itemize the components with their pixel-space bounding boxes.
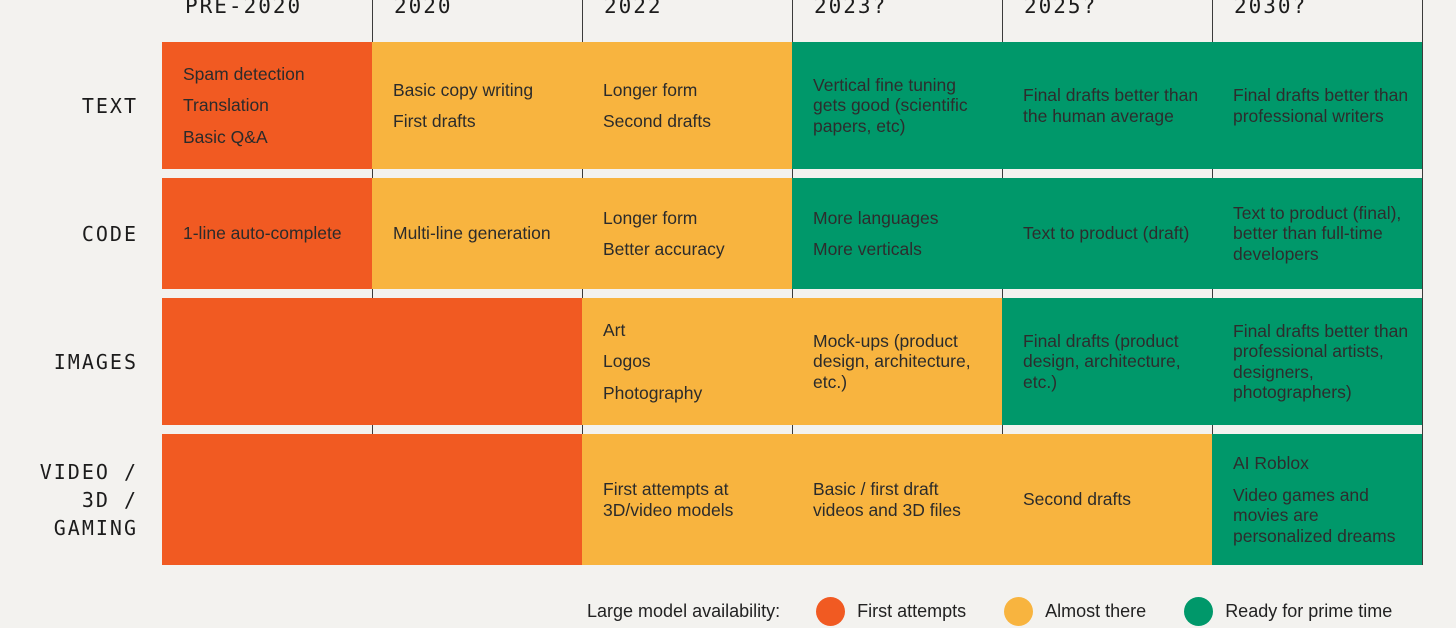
cell-text: AI Roblox <box>1233 453 1309 473</box>
legend-title: Large model availability: <box>587 600 781 621</box>
cell-text: More verticals <box>813 239 922 259</box>
row-label-line: TEXT <box>81 93 138 118</box>
column-divider <box>1422 0 1423 565</box>
cell-text: Longer form <box>603 79 698 100</box>
cell-1-2: Longer form Better accuracy <box>582 178 792 289</box>
legend-label: Almost there <box>1045 600 1147 621</box>
cell-3-1 <box>372 434 582 565</box>
cell-2-4: Final drafts (product design, architectu… <box>1002 298 1212 425</box>
column-header-3: 2023? <box>814 0 888 18</box>
cell-text: Mock-ups (product design, architecture, … <box>813 330 971 392</box>
row-label-3: VIDEO / 3D / GAMING <box>0 434 138 565</box>
legend-swatch-ready <box>1184 596 1214 626</box>
cell-0-3: Vertical fine tuning gets good (scientif… <box>792 42 1002 169</box>
row-label-line: 3D / <box>81 487 138 512</box>
cell-text: Translation <box>183 95 269 116</box>
cell-1-0: 1-line auto-complete <box>162 178 372 289</box>
cell-text: Spam detection <box>183 63 305 84</box>
column-header-5: 2030? <box>1234 0 1308 18</box>
row-label-line: IMAGES <box>53 349 138 374</box>
row-label-0: TEXT <box>0 42 138 169</box>
legend: Large model availability: First attempts A… <box>560 594 1430 628</box>
cell-2-2: Art Logos Photography <box>582 298 792 425</box>
cell-text: Longer form <box>603 207 698 228</box>
cell-text: Multi-line generation <box>393 223 551 244</box>
cell-text: Basic / first draft videos and 3D files <box>813 479 961 520</box>
cell-0-2: Longer form Second drafts <box>582 42 792 169</box>
cell-text: Vertical fine tuning gets good (scientif… <box>813 74 968 136</box>
cell-2-5: Final drafts better than professional ar… <box>1212 298 1422 425</box>
cell-text: Final drafts better than professional ar… <box>1233 320 1409 403</box>
cell-3-5: AI Roblox Video games and movies are pers… <box>1212 434 1422 565</box>
legend-swatch-almost <box>1004 596 1034 626</box>
cell-text: 1-line auto-complete <box>183 223 342 244</box>
cell-2-1 <box>372 298 582 425</box>
legend-label: First attempts <box>857 600 967 621</box>
cell-text: Second drafts <box>603 111 711 131</box>
cell-text: Art <box>603 319 626 340</box>
cell-text: Logos <box>603 351 651 372</box>
cell-text: Text to product (final), better than ful… <box>1233 202 1402 264</box>
cell-text: First drafts <box>393 111 476 131</box>
legend-label: Ready for prime time <box>1225 600 1393 621</box>
cell-1-3: More languages More verticals <box>792 178 1002 289</box>
row-label-line: CODE <box>81 221 138 246</box>
cell-text: Basic copy writing <box>393 79 534 100</box>
cell-text: More languages <box>813 207 939 228</box>
cell-text: Photography <box>603 382 703 403</box>
row-label-line: GAMING <box>53 515 138 540</box>
cell-0-1: Basic copy writing First drafts <box>372 42 582 169</box>
cell-2-3: Mock-ups (product design, architecture, … <box>792 298 1002 425</box>
cell-0-5: Final drafts better than professional wr… <box>1212 42 1422 169</box>
row-label-2: IMAGES <box>0 298 138 425</box>
row-label-line: VIDEO / <box>39 459 138 484</box>
cell-text: Final drafts (product design, architectu… <box>1023 330 1181 392</box>
cell-3-0 <box>162 434 372 565</box>
row-label-1: CODE <box>0 178 138 289</box>
cell-1-4: Text to product (draft) <box>1002 178 1212 289</box>
legend-item-ready: Ready for prime time <box>1184 596 1393 626</box>
cell-1-1: Multi-line generation <box>372 178 582 289</box>
cell-text: Better accuracy <box>603 239 725 259</box>
cell-text: First attempts at 3D/video models <box>603 479 734 520</box>
legend-item-almost: Almost there <box>1004 596 1147 626</box>
legend-swatch-first <box>816 596 846 626</box>
cell-0-0: Spam detection Translation Basic Q&A <box>162 42 372 169</box>
cell-text: Text to product (draft) <box>1023 223 1190 244</box>
column-header-1: 2020 <box>394 0 453 18</box>
cell-0-4: Final drafts better than the human avera… <box>1002 42 1212 169</box>
cell-text: Final drafts better than the human avera… <box>1023 85 1199 126</box>
cell-3-4: Second drafts <box>1002 434 1212 565</box>
column-header-2: 2022 <box>604 0 663 18</box>
column-header-4: 2025? <box>1024 0 1098 18</box>
legend-item-first: First attempts <box>816 596 967 626</box>
cell-text: Video games and movies are personalized … <box>1233 484 1396 546</box>
cell-2-0 <box>162 298 372 425</box>
column-header-0: PRE-2020 <box>185 0 303 18</box>
cell-3-3: Basic / first draft videos and 3D files <box>792 434 1002 565</box>
cell-1-5: Text to product (final), better than ful… <box>1212 178 1422 289</box>
cell-text: Basic Q&A <box>183 126 268 147</box>
cell-text: Second drafts <box>1023 489 1131 510</box>
cell-text: Final drafts better than professional wr… <box>1233 85 1409 126</box>
cell-3-2: First attempts at 3D/video models <box>582 434 792 565</box>
